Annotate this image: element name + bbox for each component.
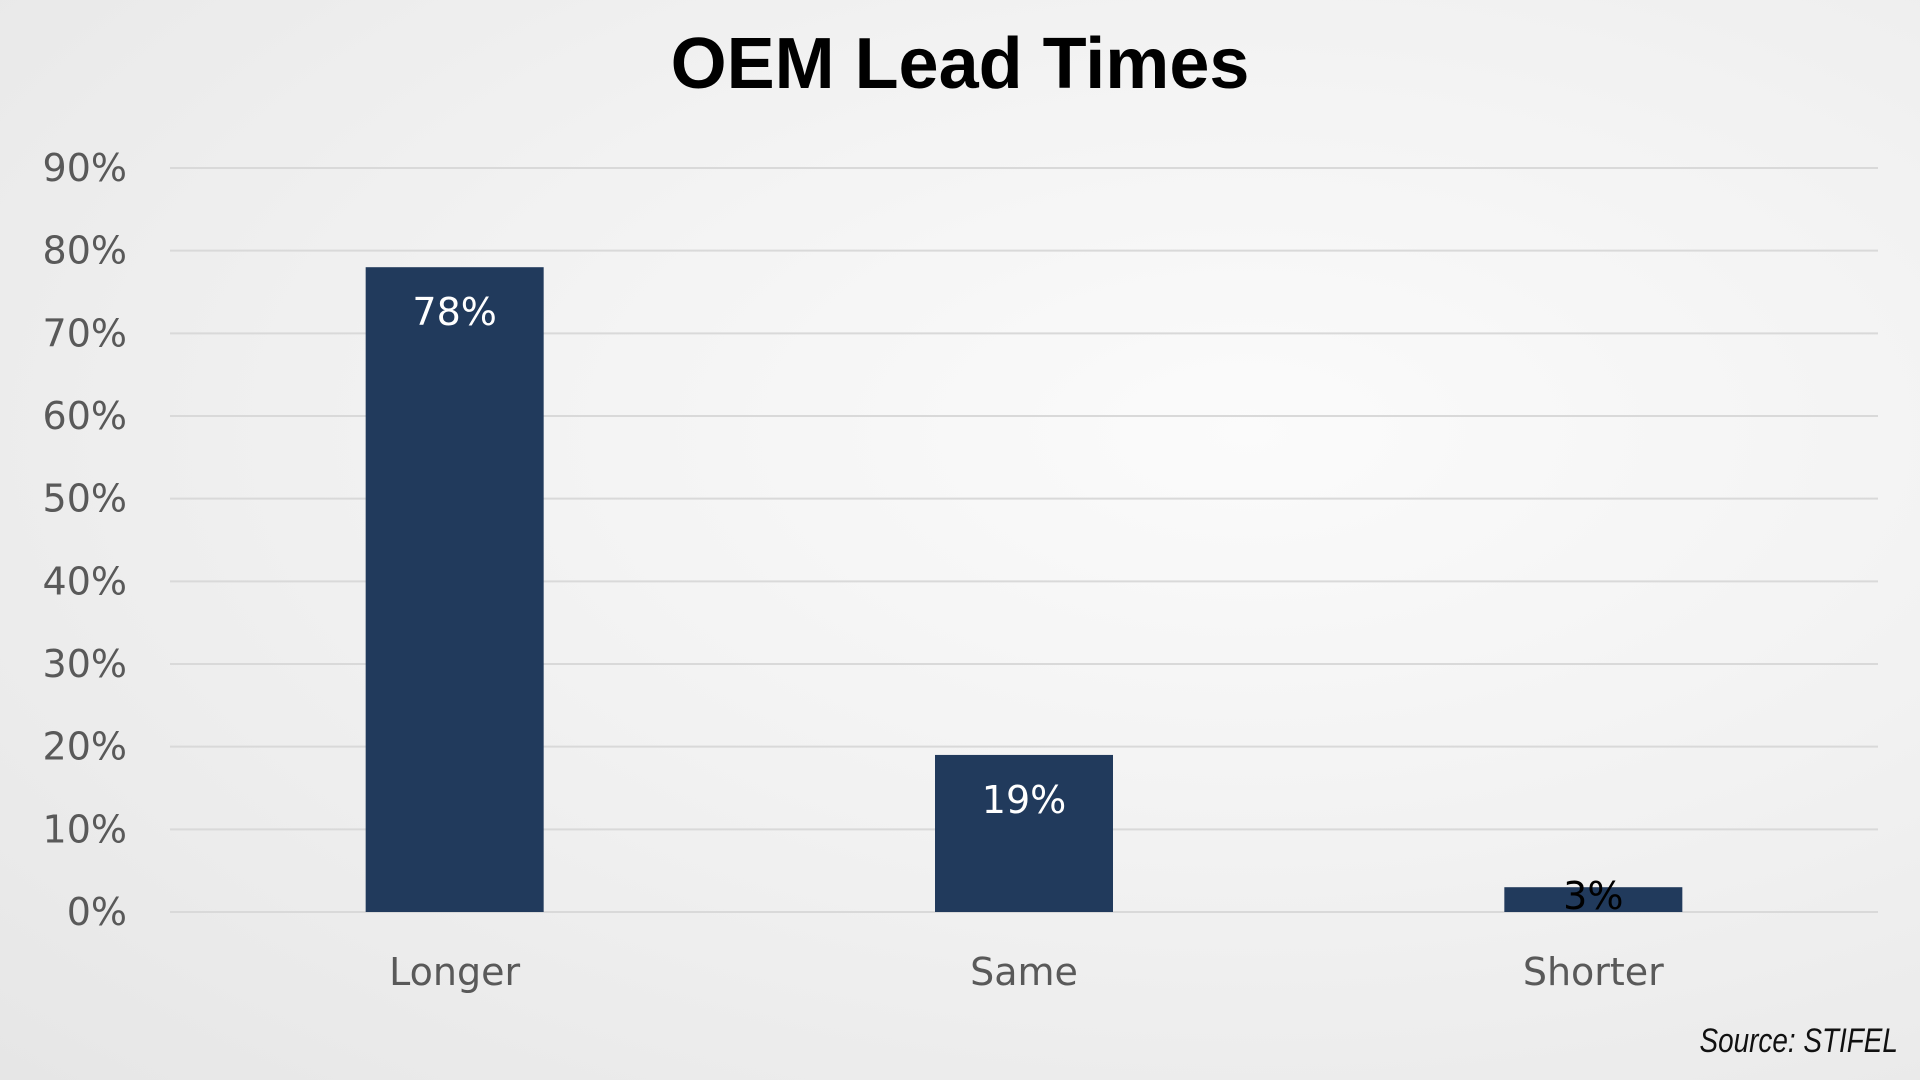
data-label: 78% xyxy=(412,290,496,334)
y-tick-label: 20% xyxy=(43,725,127,769)
y-tick-label: 50% xyxy=(43,477,127,521)
y-tick-label: 0% xyxy=(67,890,127,934)
x-category-label: Shorter xyxy=(1523,950,1664,994)
y-tick-label: 40% xyxy=(43,559,127,603)
bars xyxy=(365,267,1683,912)
y-tick-label: 70% xyxy=(43,311,127,355)
bar-same xyxy=(935,754,1113,912)
x-category-label: Same xyxy=(970,950,1078,994)
source-note: Source: STIFEL xyxy=(1699,1022,1898,1060)
data-labels: 78% 19% 3% xyxy=(412,290,1623,918)
y-tick-label: 60% xyxy=(43,394,127,438)
bar-longer xyxy=(365,267,544,912)
data-label: 3% xyxy=(1563,874,1623,918)
y-tick-label: 30% xyxy=(43,642,127,686)
chart-title: OEM Lead Times xyxy=(670,24,1250,104)
data-label: 19% xyxy=(982,778,1066,822)
y-axis-ticks: 0% 10% 20% 30% 40% 50% 60% 70% 80% 90% xyxy=(43,146,127,934)
bar-shorter xyxy=(1504,887,1683,912)
y-tick-label: 10% xyxy=(43,807,127,851)
y-tick-label: 80% xyxy=(43,229,127,273)
x-axis-categories: Longer Same Shorter xyxy=(389,950,1664,994)
y-tick-label: 90% xyxy=(43,146,127,190)
x-category-label: Longer xyxy=(389,950,520,994)
